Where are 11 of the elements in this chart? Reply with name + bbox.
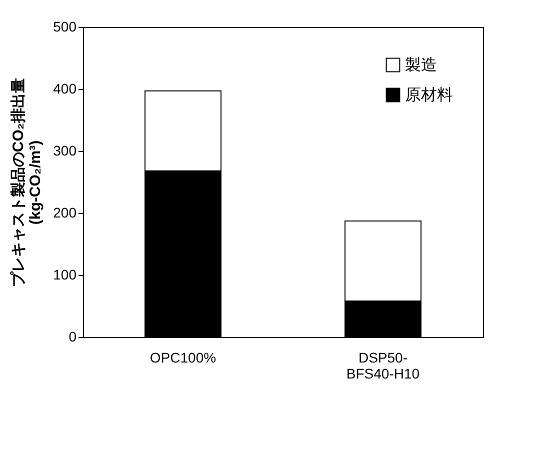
y-tick-label: 400 <box>53 80 77 96</box>
legend-label: 原材料 <box>405 86 453 104</box>
y-tick-label: 300 <box>53 142 77 158</box>
y-axis-title: プレキャスト製品のCO₂排出量 (kg-CO₂/m³) <box>10 78 44 288</box>
y-tick-label: 500 <box>53 18 77 34</box>
y-tick-label: 200 <box>53 204 77 220</box>
y-tick-label: 0 <box>68 328 77 344</box>
x-tick-label: OPC100% <box>150 350 216 366</box>
y-tick-label: 100 <box>53 266 77 282</box>
legend-label: 製造 <box>405 56 437 74</box>
x-tick-label: DSP50-BFS40-H10 <box>346 350 420 382</box>
